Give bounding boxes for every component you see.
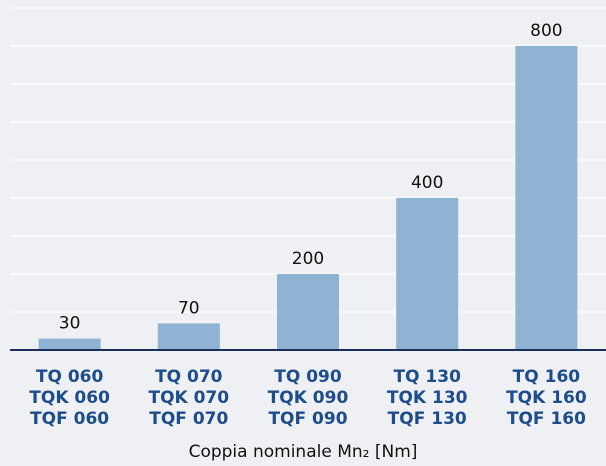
- x-tick-label: TQF 070: [149, 409, 228, 429]
- x-tick-label: TQF 130: [388, 409, 467, 429]
- x-tick-label: TQF 060: [30, 409, 109, 429]
- x-tick-label: TQK 090: [268, 388, 349, 408]
- x-tick-label: TQ 070: [155, 367, 223, 387]
- x-tick-label: TQ 060: [36, 367, 104, 387]
- x-axis-label: Coppia nominale Mn₂ [Nm]: [189, 442, 418, 462]
- x-tick-label: TQK 160: [506, 388, 587, 408]
- x-tick-label: TQ 090: [274, 367, 342, 387]
- x-tick-label: TQF 160: [507, 409, 586, 429]
- value-label: 800: [530, 21, 562, 41]
- value-label: 400: [411, 173, 443, 193]
- x-tick-label: TQF 090: [268, 409, 347, 429]
- bar: [515, 46, 578, 350]
- bar: [38, 338, 101, 350]
- bar: [396, 198, 459, 350]
- x-tick-label: TQ 160: [513, 367, 581, 387]
- bar: [157, 323, 220, 350]
- x-tick-label: TQK 060: [29, 388, 110, 408]
- x-tick-label: TQ 130: [393, 367, 461, 387]
- x-tick-label: TQK 070: [148, 388, 229, 408]
- value-label: 200: [292, 249, 324, 269]
- x-tick-label: TQK 130: [387, 388, 468, 408]
- value-label: 30: [59, 314, 81, 334]
- bar: [277, 274, 339, 350]
- value-label: 70: [178, 298, 200, 318]
